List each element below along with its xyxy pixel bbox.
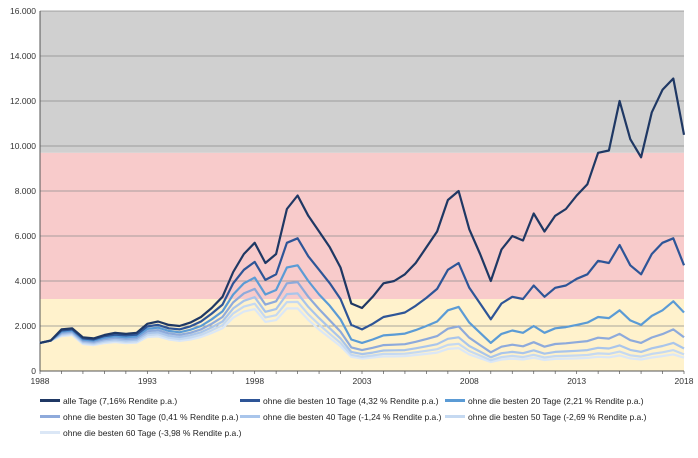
legend-label: ohne die besten 50 Tage (-2,69 % Rendite…	[468, 412, 647, 422]
y-tick-label: 2.000	[15, 321, 37, 331]
legend-label: ohne die besten 40 Tage (-1,24 % Rendite…	[263, 412, 442, 422]
background-band-1	[40, 152, 684, 299]
y-tick-label: 16.000	[10, 6, 36, 16]
legend-item: ohne die besten 30 Tage (0,41 % Rendite …	[40, 412, 239, 422]
legend-item: alle Tage (7,16% Rendite p.a.)	[40, 396, 177, 406]
legend-item: ohne die besten 20 Tage (2,21 % Rendite …	[445, 396, 644, 406]
x-tick-label: 1998	[245, 376, 264, 386]
legend-swatch	[40, 415, 60, 419]
x-tick-label: 2018	[675, 376, 694, 386]
legend-item: ohne die besten 10 Tage (4,32 % Rendite …	[240, 396, 439, 406]
legend-swatch	[40, 399, 60, 403]
y-tick-label: 6.000	[15, 231, 37, 241]
legend-label: ohne die besten 10 Tage (4,32 % Rendite …	[263, 396, 439, 406]
series-line-4	[39, 281, 685, 354]
x-tick-label: 2013	[567, 376, 586, 386]
legend-label: ohne die besten 60 Tage (-3,98 % Rendite…	[63, 428, 242, 438]
series-line-6	[39, 300, 685, 362]
legend-swatch	[240, 399, 260, 403]
legend-label: ohne die besten 20 Tage (2,21 % Rendite …	[468, 396, 644, 406]
y-tick-label: 0	[31, 366, 36, 376]
series-line-5	[39, 292, 685, 359]
legend-item: ohne die besten 60 Tage (-3,98 % Rendite…	[40, 428, 241, 438]
legend-label: ohne die besten 30 Tage (0,41 % Rendite …	[63, 412, 239, 422]
y-tick-label: 8.000	[15, 186, 37, 196]
x-tick-label: 1988	[31, 376, 50, 386]
y-tick-label: 14.000	[10, 51, 36, 61]
y-tick-label: 12.000	[10, 96, 36, 106]
series-line-7	[39, 307, 685, 364]
y-tick-label: 10.000	[10, 141, 36, 151]
legend-swatch	[445, 399, 465, 403]
series-line-2	[39, 237, 686, 344]
background-band-2	[40, 11, 684, 153]
x-tick-label: 1993	[138, 376, 157, 386]
series-line-1	[39, 77, 686, 344]
y-tick-label: 4.000	[15, 276, 37, 286]
legend-label: alle Tage (7,16% Rendite p.a.)	[63, 396, 178, 406]
legend-swatch	[445, 415, 465, 419]
legend-swatch	[240, 415, 260, 419]
legend-swatch	[40, 431, 60, 435]
legend-item: ohne die besten 40 Tage (-1,24 % Rendite…	[240, 412, 441, 422]
x-tick-label: 2008	[460, 376, 479, 386]
series-line-3	[39, 264, 685, 344]
legend-item: ohne die besten 50 Tage (-2,69 % Rendite…	[445, 412, 646, 422]
x-tick-label: 2003	[353, 376, 372, 386]
